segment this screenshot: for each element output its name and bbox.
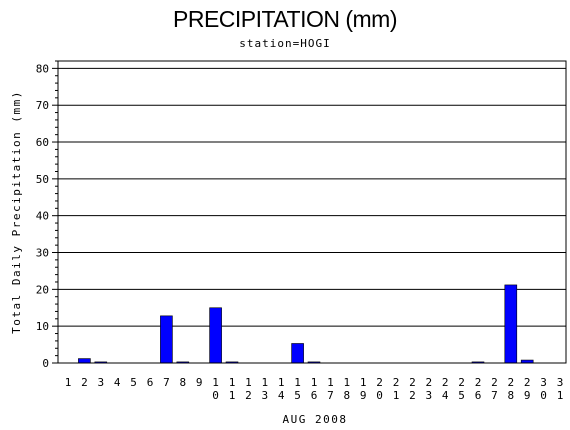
- x-tick-label: 8: [179, 376, 186, 389]
- bar: [504, 284, 518, 364]
- y-tick-label: 40: [36, 210, 49, 223]
- x-tick-label: 4: [114, 376, 121, 389]
- plot-frame: [57, 60, 567, 364]
- x-axis: 1 2 3 4 5 6 7 8 9 1 01 11 21 31 41 51 61 71 81 92 02 12 22 32 42…: [65, 376, 564, 402]
- x-tick-label: 5: [130, 376, 137, 389]
- y-axis: 0 10 20 30 40 50 60 70 80: [36, 60, 58, 370]
- y-tick-label: 70: [36, 99, 49, 112]
- bar: [209, 307, 222, 364]
- y-tick-label: 60: [36, 136, 49, 149]
- x-tick-label: 2: [81, 376, 88, 389]
- x-tick-label: 3: [97, 376, 104, 389]
- chart-title: PRECIPITATION (mm): [173, 6, 397, 32]
- y-tick-label: 0: [42, 357, 49, 370]
- y-tick-label: 30: [36, 247, 49, 260]
- y-tick-label: 50: [36, 173, 49, 186]
- x-tick-label: 1: [65, 376, 72, 389]
- y-axis-label: Total Daily Precipitation (mm): [10, 90, 23, 334]
- bars: [78, 284, 534, 364]
- bar: [291, 343, 304, 364]
- x-axis-label: AUG 2008: [283, 413, 348, 426]
- x-tick-label: 7: [163, 376, 170, 389]
- chart-subtitle: station=HOGI: [239, 37, 331, 50]
- y-tick-label: 80: [36, 62, 49, 75]
- y-tick-label: 20: [36, 283, 49, 296]
- gridlines: [58, 67, 566, 327]
- y-tick-label: 10: [36, 320, 49, 333]
- bar: [160, 315, 173, 364]
- x-tick-label: 9: [196, 376, 203, 389]
- x-tick-label: 6: [147, 376, 154, 389]
- bar: [78, 358, 91, 364]
